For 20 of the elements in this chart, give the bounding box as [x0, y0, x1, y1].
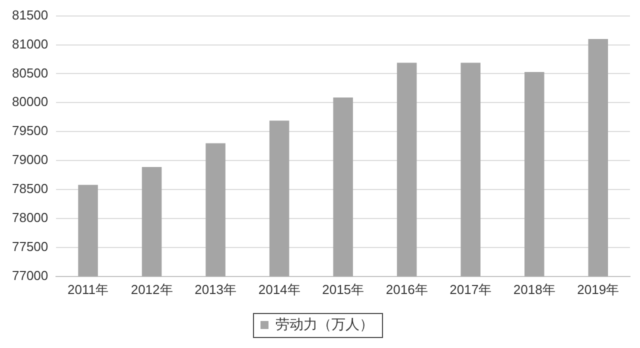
x-tick-label: 2017年: [450, 282, 492, 297]
y-tick-label: 80000: [12, 94, 48, 110]
y-tick-label: 77000: [12, 268, 48, 283]
y-tick-label: 80500: [12, 65, 48, 80]
x-tick-label: 2018年: [513, 282, 556, 297]
x-tick-label: 2013年: [194, 282, 237, 297]
y-tick-label: 78500: [12, 181, 48, 196]
y-tick-label: 81500: [12, 7, 48, 22]
y-tick-label: 79000: [12, 152, 48, 168]
x-tick-label: 2015年: [322, 282, 364, 297]
y-tick-label: 77500: [12, 239, 48, 254]
y-tick-label: 79500: [12, 123, 48, 138]
x-tick-label: 2016年: [386, 282, 428, 297]
y-tick-label: 81000: [12, 36, 48, 52]
x-tick-label: 2012年: [130, 282, 173, 297]
x-tick-label: 2014年: [258, 282, 300, 297]
x-tick-label: 2011年: [68, 282, 109, 297]
legend-label: 劳动力（万人）: [276, 316, 374, 332]
x-tick-label: 2019年: [577, 282, 620, 297]
y-tick-label: 78000: [12, 210, 48, 226]
